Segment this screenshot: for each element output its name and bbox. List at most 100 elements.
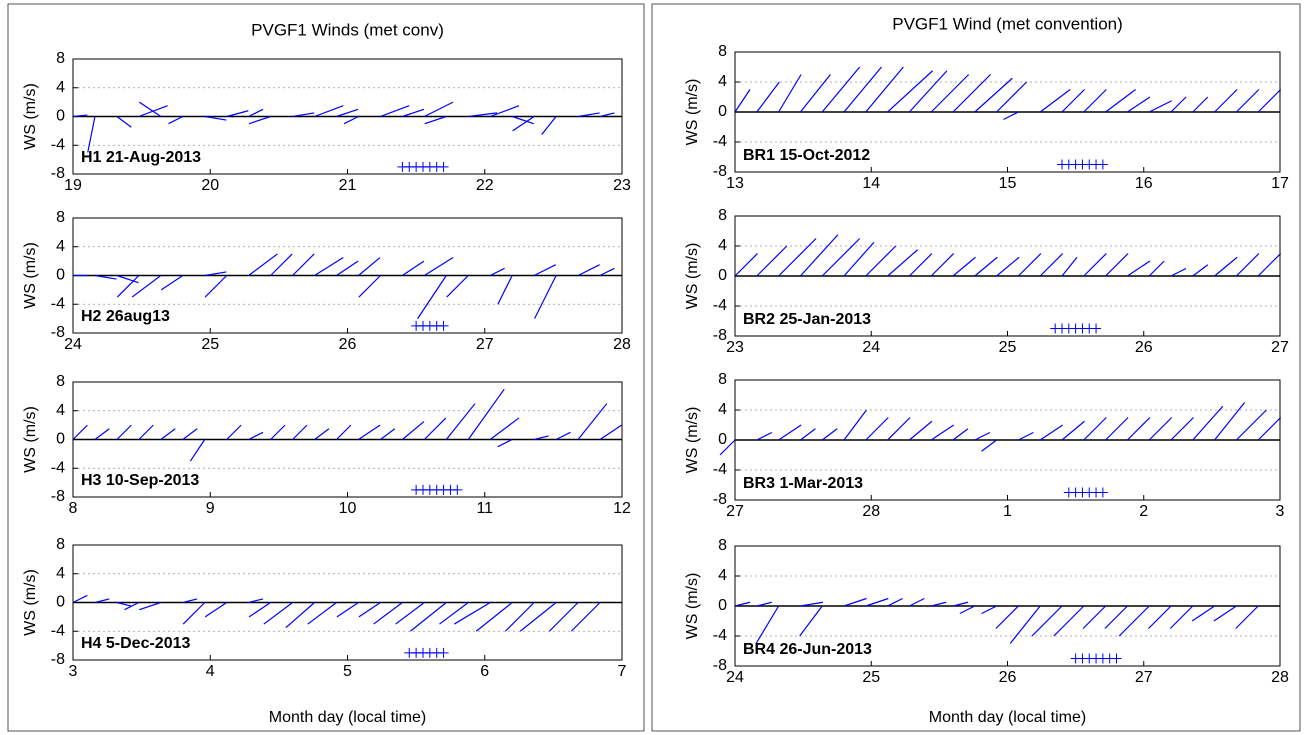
x-tick-label: 17: [1271, 175, 1289, 192]
wind-stick: [248, 115, 271, 125]
wind-stick: [599, 424, 622, 440]
wind-stick: [402, 108, 425, 118]
wind-stick: [865, 417, 889, 441]
wind-stick: [1118, 605, 1150, 637]
y-tick-label: -8: [51, 165, 65, 182]
y-tick-label: -4: [51, 459, 65, 476]
wind-stick: [1105, 253, 1129, 277]
panel-label: BR2 25-Jan-2013: [743, 311, 871, 328]
wind-stick: [1031, 605, 1063, 637]
wind-stick: [1039, 424, 1064, 441]
wind-stick: [974, 77, 1013, 113]
wind-stick: [336, 424, 352, 440]
marker: [438, 161, 449, 172]
x-tick-label: 12: [613, 500, 631, 517]
wind-stick: [358, 424, 381, 440]
wind-stick: [1003, 111, 1019, 121]
wind-stick: [395, 602, 425, 625]
wind-stick: [996, 81, 1028, 113]
wind-stick: [1235, 605, 1259, 629]
x-tick-label: 28: [862, 503, 880, 520]
x-tick-label: 8: [69, 500, 78, 517]
wind-stick: [248, 108, 264, 118]
x-tick-label: 7: [618, 663, 627, 680]
wind-stick: [996, 256, 1020, 277]
y-tick-label: 4: [718, 73, 727, 90]
wind-stick: [314, 428, 330, 440]
chart-title: PVGF1 Wind (met convention): [892, 14, 1123, 33]
wind-stick: [1235, 89, 1260, 113]
wind-stick: [952, 428, 969, 441]
wind-stick: [952, 601, 969, 607]
wind-stick: [72, 594, 88, 604]
wind-stick: [843, 241, 875, 277]
wind-stick: [94, 428, 110, 440]
wind-stick: [467, 388, 505, 440]
wind-stick: [380, 428, 396, 440]
wind-stick: [285, 602, 315, 629]
x-tick-label: 25: [201, 336, 219, 353]
wind-stick: [1039, 89, 1071, 113]
x-tick-label: 27: [476, 336, 494, 353]
panel-label: H1 21-Aug-2013: [81, 149, 201, 166]
wind-stick: [1214, 89, 1238, 113]
axes-frame: [72, 217, 623, 334]
wind-stick: [1169, 605, 1194, 629]
x-tick-label: 24: [726, 669, 744, 686]
wind-stick: [138, 101, 162, 117]
wind-stick: [314, 105, 344, 118]
wind-stick: [756, 81, 780, 113]
wind-stick: [116, 601, 132, 607]
wind-stick: [541, 116, 557, 135]
wind-stick: [204, 275, 228, 298]
wind-stick: [1083, 89, 1107, 113]
wind-stick: [865, 597, 889, 607]
y-tick-label: 8: [56, 50, 65, 67]
y-tick-label: 4: [718, 237, 727, 254]
y-tick-label: -4: [51, 622, 65, 639]
y-tick-label: 0: [718, 597, 727, 614]
x-tick-label: 13: [726, 175, 744, 192]
wind-stick: [719, 439, 736, 456]
y-tick-label: -8: [51, 324, 65, 341]
wind-stick: [380, 105, 410, 118]
marker: [1097, 159, 1108, 170]
wind-stick: [94, 274, 117, 280]
wind-stick: [800, 601, 823, 607]
wind-stick: [800, 428, 816, 441]
wind-stick: [1018, 431, 1034, 441]
y-tick-label: -8: [713, 491, 727, 508]
wind-stick: [424, 257, 454, 277]
x-tick-label: 24: [64, 336, 82, 353]
wind-stick: [799, 234, 839, 277]
wind-stick: [931, 601, 947, 607]
y-tick-label: -4: [713, 133, 727, 150]
wind-stick: [909, 420, 933, 441]
y-axis-label: WS (m/s): [22, 406, 39, 473]
x-tick-label: 28: [613, 336, 631, 353]
wind-stick: [1061, 89, 1085, 113]
wind-stick: [974, 256, 998, 277]
x-tick-label: 24: [862, 339, 880, 356]
wind-stick: [1148, 260, 1165, 277]
x-tick-label: 27: [726, 503, 744, 520]
wind-stick: [204, 602, 228, 618]
wind-stick: [489, 267, 505, 277]
wind-stick: [1170, 267, 1187, 277]
wind-stick: [887, 417, 911, 441]
wind-stick: [930, 253, 955, 277]
marker: [438, 647, 449, 658]
wind-stick: [204, 271, 227, 277]
x-tick-label: 6: [480, 663, 489, 680]
y-tick-label: -4: [713, 297, 727, 314]
wind-stick: [755, 605, 780, 644]
wind-stick: [778, 238, 817, 277]
x-tick-label: 19: [64, 177, 82, 194]
wind-stick: [139, 601, 162, 611]
wind-stick: [497, 275, 513, 305]
axes-frame: [734, 379, 1281, 501]
x-tick-label: 9: [206, 500, 215, 517]
x-axis-label: Month day (local time): [929, 709, 1086, 726]
y-tick-label: -4: [713, 627, 727, 644]
wind-stick: [248, 602, 271, 618]
